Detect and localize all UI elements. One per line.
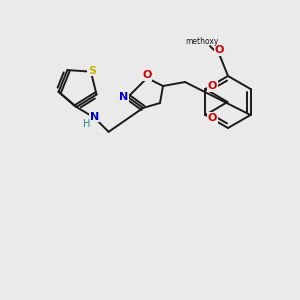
- Text: S: S: [88, 66, 96, 76]
- Text: N: N: [119, 92, 129, 102]
- Text: H: H: [83, 119, 90, 129]
- Text: N: N: [90, 112, 99, 122]
- Text: O: O: [214, 45, 224, 55]
- Text: O: O: [142, 70, 152, 80]
- Text: O: O: [208, 113, 217, 123]
- Text: methoxy: methoxy: [185, 38, 219, 46]
- Text: O: O: [208, 81, 217, 91]
